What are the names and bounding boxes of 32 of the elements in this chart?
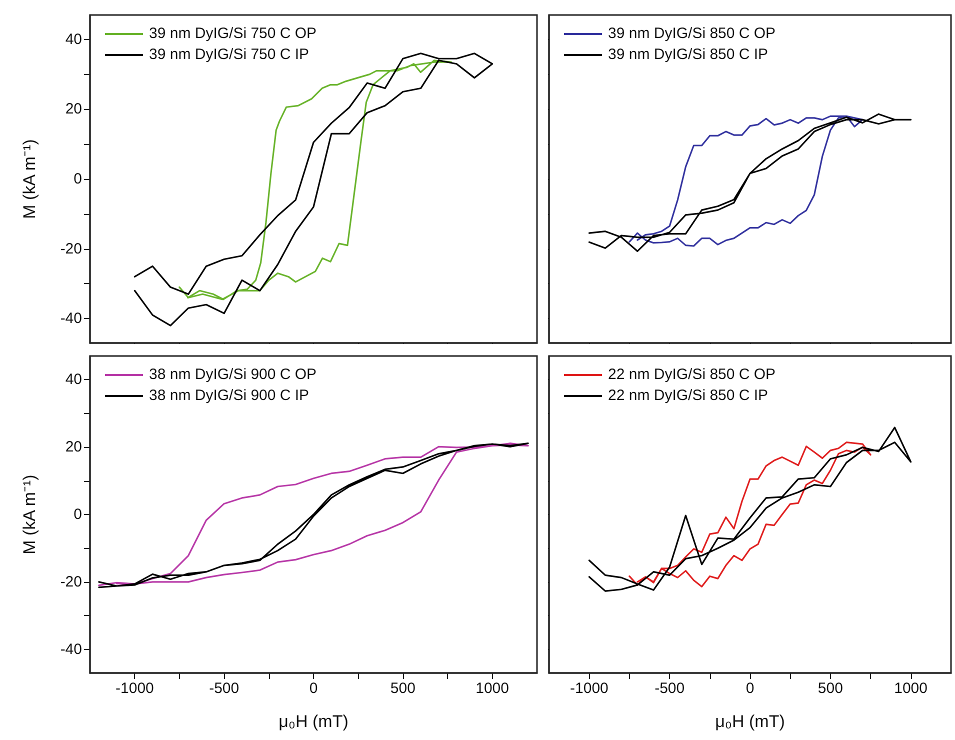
y-tick-label: 20 xyxy=(65,100,82,118)
y-tick-label: -40 xyxy=(60,310,82,328)
x-tick-label: -500 xyxy=(209,680,240,697)
x-tick-label: 0 xyxy=(746,680,754,697)
x-tick-label: 1000 xyxy=(894,680,928,697)
legend-label: 22 nm DyIG/Si 850 C OP xyxy=(608,366,776,383)
x-tick-label: 500 xyxy=(818,680,843,697)
y-tick-label: 40 xyxy=(65,371,82,388)
x-tick-label: -500 xyxy=(654,680,685,697)
y-tick-label: 0 xyxy=(74,170,82,188)
x-tick-label: 500 xyxy=(390,680,416,697)
y-tick-label: -20 xyxy=(60,240,82,258)
x-tick-label: 0 xyxy=(309,680,318,697)
legend-label: 39 nm DyIG/Si 850 C OP xyxy=(608,25,776,42)
legend-label: 39 nm DyIG/Si 750 C OP xyxy=(149,25,317,42)
x-axis-title: μ₀H (mT) xyxy=(278,712,348,731)
y-tick-label: -40 xyxy=(60,640,82,658)
y-tick-label: 40 xyxy=(65,30,82,48)
y-tick-label: 20 xyxy=(65,438,82,456)
legend-label: 38 nm DyIG/Si 900 C IP xyxy=(149,387,310,404)
legend-label: 39 nm DyIG/Si 750 C IP xyxy=(149,46,310,63)
legend-label: 22 nm DyIG/Si 850 C IP xyxy=(608,387,768,404)
x-tick-label: -1000 xyxy=(570,680,608,697)
x-axis-title: μ₀H (mT) xyxy=(715,712,785,731)
y-tick-label: -20 xyxy=(60,573,82,590)
legend-label: 38 nm DyIG/Si 900 C OP xyxy=(149,366,317,383)
y-tick-label: 0 xyxy=(74,506,82,523)
x-tick-label: -1000 xyxy=(116,680,154,697)
x-tick-label: 1000 xyxy=(476,680,509,697)
y-axis-title: M (kA m⁻¹) xyxy=(20,474,39,554)
legend-label: 39 nm DyIG/Si 850 C IP xyxy=(608,46,768,63)
y-axis-title: M (kA m⁻¹) xyxy=(20,139,39,219)
